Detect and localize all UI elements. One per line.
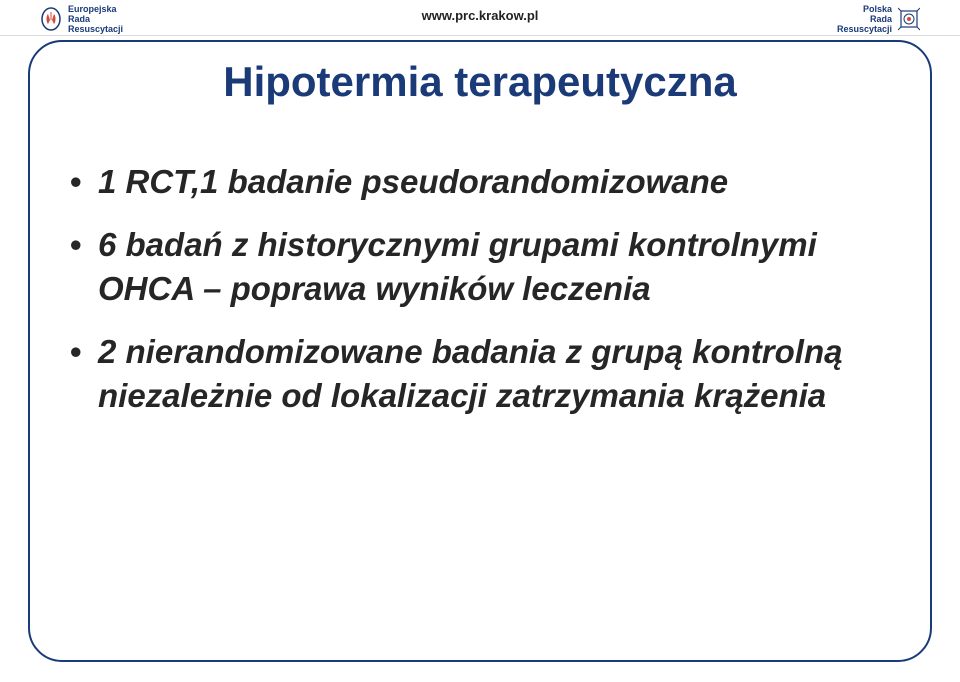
header-right-org: Polska Rada Resuscytacji: [837, 4, 920, 34]
prc-logo-icon: [898, 6, 920, 32]
right-org-line3: Resuscytacji: [837, 24, 892, 34]
slide: Europejska Rada Resuscytacji www.prc.kra…: [0, 0, 960, 682]
right-org-line2: Rada: [837, 14, 892, 24]
left-org-text: Europejska Rada Resuscytacji: [68, 4, 123, 34]
bullet-item: 6 badań z historycznymi grupami kontroln…: [70, 223, 890, 312]
bullet-list: 1 RCT,1 badanie pseudorandomizowane 6 ba…: [70, 160, 890, 437]
left-org-line2: Rada: [68, 14, 123, 24]
erc-logo-icon: [40, 6, 62, 32]
header-url: www.prc.krakow.pl: [422, 8, 539, 23]
right-org-text: Polska Rada Resuscytacji: [837, 4, 892, 34]
slide-title-text: Hipotermia terapeutyczna: [223, 58, 736, 105]
slide-title: Hipotermia terapeutyczna: [0, 58, 960, 106]
header-bar: Europejska Rada Resuscytacji www.prc.kra…: [0, 0, 960, 36]
left-org-line1: Europejska: [68, 4, 123, 14]
right-org-line1: Polska: [837, 4, 892, 14]
header-left-org: Europejska Rada Resuscytacji: [40, 4, 123, 34]
bullet-item: 1 RCT,1 badanie pseudorandomizowane: [70, 160, 890, 205]
bullet-item: 2 nierandomizowane badania z grupą kontr…: [70, 330, 890, 419]
left-org-line3: Resuscytacji: [68, 24, 123, 34]
